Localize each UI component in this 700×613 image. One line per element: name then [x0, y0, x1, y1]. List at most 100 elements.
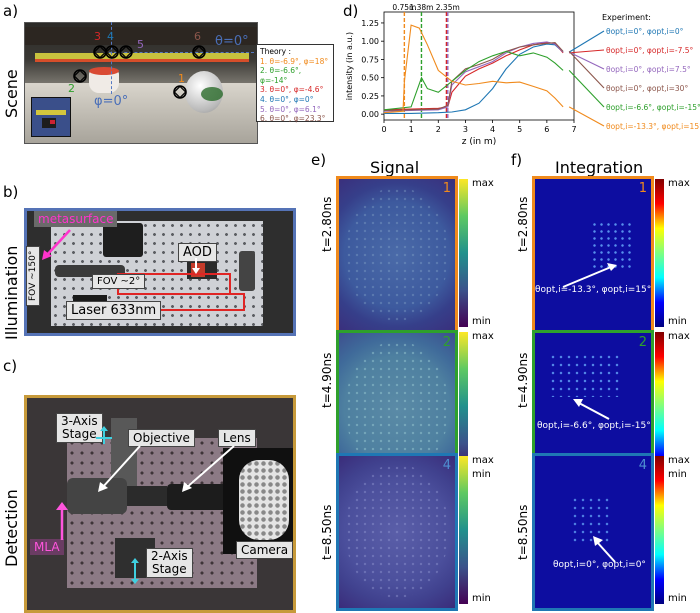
laser-label: Laser 633nm	[66, 301, 162, 320]
series-line	[383, 41, 564, 112]
x-tick-label: 3	[463, 125, 468, 134]
integration-arrow-icon	[562, 263, 617, 288]
signal-colorbar-2	[459, 332, 468, 480]
integration-time-1: t=2.80ns	[516, 196, 530, 252]
theory-line: 1. θ=-6.9°, φ=18°	[260, 56, 329, 66]
signal-cbar-max-1: max	[472, 178, 494, 189]
panel-label-b: b)	[3, 183, 19, 201]
integration-cbar-min-2: min	[668, 469, 687, 480]
signal-panel-3: 4	[336, 453, 458, 611]
signal-panel-1: 1	[336, 176, 458, 334]
series-line	[383, 42, 564, 111]
series-line	[383, 50, 564, 111]
camera-label: Camera	[236, 541, 294, 559]
signal-cbar-min-2: min	[472, 469, 491, 480]
marker-2	[72, 68, 88, 88]
x-tick-label: 0	[381, 125, 386, 134]
y-tick-label: 0.00	[361, 110, 379, 119]
x-axis-label: z (in m)	[462, 137, 496, 147]
mla-label: MLA	[30, 539, 64, 555]
signal-cbar-min-3: min	[472, 593, 491, 604]
fov-small-label: FOV ~2°	[92, 274, 146, 289]
signal-index-1: 1	[442, 181, 451, 196]
signal-time-3: t=8.50ns	[320, 504, 334, 560]
theta-zero-label: θ=0°	[215, 34, 249, 49]
y-axis-label: intensity (in a.u.)	[345, 32, 354, 100]
integration-cbar-max-2: max	[668, 331, 690, 342]
x-tick-label: 2	[436, 125, 441, 134]
integration-panel-1: 1 θopt,i=-13.3°, φopt,i=15°	[532, 176, 654, 334]
integration-cbar-min-1: min	[668, 316, 687, 327]
integration-colorbar-2	[655, 332, 664, 480]
objective-label: Objective	[128, 429, 195, 447]
integration-arrow-icon	[573, 399, 610, 420]
legend-arrow	[568, 51, 605, 89]
marker-1	[172, 84, 188, 104]
signal-time-2: t=4.90ns	[320, 352, 334, 408]
marker-number-2: 2	[68, 82, 75, 95]
y-tick-label: 1.25	[361, 19, 379, 28]
marker-5	[118, 44, 134, 64]
row-label-illumination: Illumination	[2, 245, 21, 340]
vline-label: 0.75m	[392, 3, 416, 12]
two-axis-arrows-icon	[131, 558, 139, 584]
legend-arrow	[569, 49, 605, 54]
metasurface-arrow-icon	[42, 229, 71, 260]
panel-label-e: e)	[311, 151, 327, 169]
integration-panel-3: 4 θopt,i=0°, φopt,i=0°	[532, 453, 654, 611]
legend-entry: θopt,i=0°, φopt,i=7.5°	[606, 65, 691, 74]
x-tick-label: 7	[571, 125, 576, 134]
theta-guide-line	[104, 52, 254, 53]
x-tick-label: 6	[544, 125, 549, 134]
marker-4	[104, 44, 120, 64]
aod-label: AOD	[178, 243, 217, 262]
marker-number-4: 4	[107, 30, 114, 43]
integration-index-1: 1	[638, 181, 647, 196]
theory-line: 5. θ=0°, φ=6.1°	[260, 104, 321, 114]
legend-arrow	[568, 51, 605, 70]
marker-6	[191, 44, 207, 64]
panel-label-c: c)	[3, 357, 18, 375]
x-tick-label: 5	[517, 125, 522, 134]
chart-frame	[383, 11, 575, 121]
objective-arrow-icon	[98, 445, 141, 492]
theory-line: 3. θ=0°, φ=-4.6°	[260, 85, 324, 95]
integration-cbar-max-1: max	[668, 178, 690, 189]
lens-arrow-icon	[182, 445, 235, 492]
vline-label: 1.38m	[409, 3, 433, 12]
theory-line: 2. θ=-6.6°, φ=-14°	[260, 66, 302, 85]
integration-annotation-2: θopt,i=-6.6°, φopt,i=-15°	[537, 421, 651, 431]
x-tick-label: 4	[490, 125, 495, 134]
lens-label: Lens	[218, 429, 256, 447]
panel-label-a: a)	[3, 2, 19, 20]
signal-index-3: 4	[442, 458, 451, 473]
signal-title: Signal	[370, 158, 420, 177]
legend-entry: θopt,i=0°, φopt,i=0°	[606, 27, 684, 36]
legend-entry: θopt,i=-13.3°, φopt,i=15°	[606, 122, 700, 131]
integration-index-2: 2	[638, 335, 647, 350]
aod-arrow-icon	[192, 258, 200, 274]
y-tick-label: 0.50	[361, 74, 379, 83]
legend-entry: θopt,i=0°, φopt,i=30°	[606, 84, 688, 93]
theory-line: 4. θ=0°, φ=0°	[260, 94, 314, 104]
signal-colorbar-3	[459, 456, 468, 604]
legend-arrow	[568, 30, 605, 53]
y-tick-label: 0.75	[361, 55, 379, 64]
signal-index-2: 2	[442, 335, 451, 350]
y-tick-label: 0.25	[361, 92, 379, 101]
row-label-detection: Detection	[2, 489, 21, 567]
marker-number-6: 6	[194, 30, 201, 43]
signal-cbar-max-2: max	[472, 331, 494, 342]
integration-colorbar-1	[655, 179, 664, 327]
vline-label: 2.35m	[436, 3, 460, 12]
legend-entry: θopt,i=-6.6°, φopt,i=-15°	[606, 103, 700, 112]
marker-number-1: 1	[178, 72, 185, 85]
integration-cbar-min-3: min	[668, 593, 687, 604]
intensity-chart: 0 1 2 3 4 5 6 7 0.00 0.25 0.50 0.75 1.00 1.25 z (in m)…	[345, 3, 700, 147]
metasurface-label: metasurface	[34, 211, 118, 227]
legend-title: Experiment:	[602, 13, 651, 22]
integration-time-2: t=4.90ns	[516, 352, 530, 408]
signal-cbar-min-1: min	[472, 316, 491, 327]
integration-title: Integration	[555, 158, 644, 177]
integration-annotation-1: θopt,i=-13.3°, φopt,i=15°	[535, 285, 652, 295]
